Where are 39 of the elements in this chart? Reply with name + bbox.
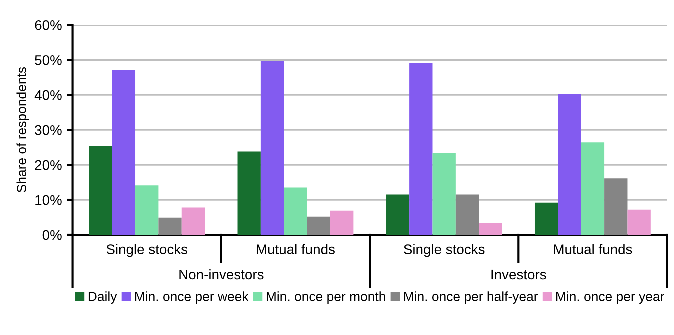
legend-label: Daily: [88, 292, 118, 304]
y-tick-label: 30%: [35, 125, 62, 136]
x-tick-label: Mutual funds: [554, 244, 632, 254]
bar: [558, 94, 582, 236]
legend-label: Min. once per month: [267, 292, 386, 304]
x-tick-label: Single stocks: [106, 244, 188, 258]
legend-label: Min. once per half-year: [404, 292, 538, 304]
bar: [456, 194, 480, 236]
bar: [628, 210, 651, 236]
bar: [89, 146, 112, 236]
bar: [260, 61, 284, 236]
bar: [479, 223, 502, 236]
bar: [432, 154, 456, 236]
x-tick-label: Mutual funds: [257, 244, 335, 254]
bar: [307, 216, 330, 236]
y-tick-label: 50%: [35, 55, 62, 66]
bar: [158, 218, 182, 236]
bar: [136, 186, 159, 236]
bar: [112, 70, 136, 236]
y-tick-label: 60%: [35, 20, 62, 30]
bar: [410, 63, 433, 236]
y-axis-title: Share of respondents: [16, 67, 30, 193]
bar: [182, 208, 206, 236]
bar: [284, 188, 308, 236]
y-tick-label: 10%: [36, 195, 62, 206]
y-tick-label: 0%: [42, 230, 62, 240]
text: Investors: [492, 270, 546, 280]
bar: [534, 202, 558, 236]
x-tick-label: Single stocks: [404, 244, 485, 258]
y-tick-label: 20%: [35, 160, 62, 170]
y-tick-label: 40%: [34, 90, 62, 100]
bar: [386, 194, 410, 236]
text: Non-investors: [180, 269, 264, 280]
bar: [330, 210, 354, 236]
legend-label: Min. once per week: [135, 292, 249, 304]
bar: [604, 178, 628, 236]
bar: [581, 142, 605, 236]
bar: [238, 152, 261, 236]
legend-label: Min. once per year: [556, 292, 664, 304]
